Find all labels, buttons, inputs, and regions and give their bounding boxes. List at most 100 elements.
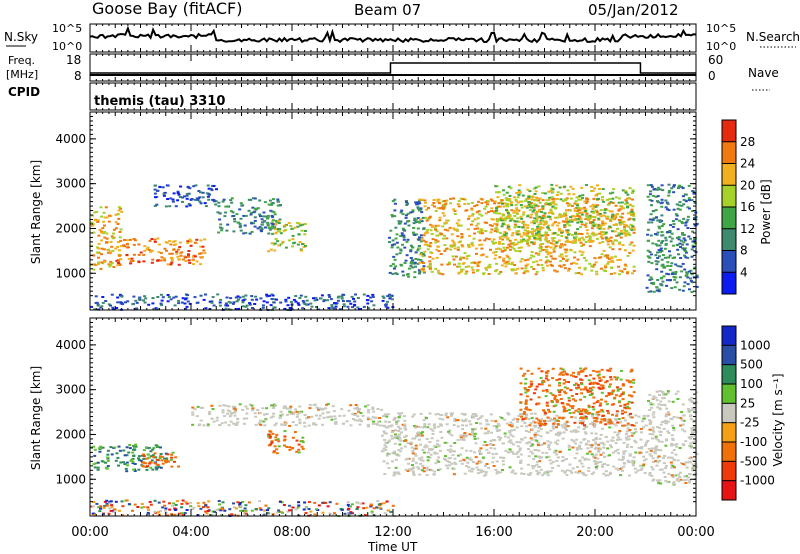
data-cell [438,219,442,222]
data-cell [563,243,567,246]
data-cell [541,199,545,202]
data-cell [538,208,542,211]
data-cell [272,198,275,201]
data-cell [495,472,499,475]
data-cell [651,437,654,440]
data-cell [262,300,266,303]
data-cell [387,425,391,428]
data-cell [475,204,479,207]
data-cell [192,263,196,266]
data-cell [107,248,111,251]
data-cell [515,212,519,215]
data-cell [560,230,564,233]
data-cell [415,233,419,236]
data-cell [566,189,570,192]
data-cell [531,228,534,230]
data-cell [578,266,581,269]
data-cell [423,199,427,202]
data-cell [160,459,164,462]
data-cell [149,503,153,506]
data-cell [275,433,279,436]
data-cell [134,443,137,446]
data-cell [528,408,532,411]
data-cell [512,428,516,431]
data-cell [189,244,193,247]
data-cell [648,256,652,259]
data-cell [602,376,606,379]
data-cell [579,378,583,381]
data-cell [542,409,545,412]
data-cell [672,427,676,429]
data-cell [480,243,484,246]
data-cell [453,247,457,250]
data-cell [163,504,167,507]
data-cell [411,459,415,462]
data-cell [467,202,471,205]
data-cell [681,479,685,482]
data-cell [572,398,576,401]
data-cell [153,192,157,195]
data-cell [187,259,191,262]
data-cell [555,194,559,196]
data-cell [613,230,617,233]
data-cell [445,423,449,426]
data-cell [642,463,646,466]
data-cell [261,407,265,410]
data-cell [541,214,545,217]
data-cell [262,413,266,416]
data-cell [558,432,561,435]
data-cell [273,242,277,245]
data-cell [488,224,492,227]
data-cell [666,231,670,233]
data-cell [508,466,512,469]
data-cell [603,462,607,465]
data-cell [169,298,173,301]
data-cell [639,428,643,430]
data-cell [681,195,685,198]
data-cell [384,446,388,449]
data-cell [497,247,501,250]
data-cell [370,512,374,515]
data-cell [587,469,591,472]
data-cell [671,273,674,276]
data-cell [563,226,567,229]
data-cell [281,413,285,416]
data-cell [206,506,210,509]
data-cell [649,190,653,193]
data-cell [606,369,610,372]
data-cell [607,394,611,396]
data-cell [207,198,211,201]
data-cell [210,189,214,192]
data-cell [242,214,246,217]
data-cell [559,253,563,256]
data-cell [570,416,574,419]
data-cell [304,295,308,298]
data-cell [476,468,480,471]
data-cell [289,405,293,408]
data-cell [433,205,436,208]
data-cell [577,272,581,274]
data-cell [509,439,513,442]
data-cell [588,217,592,220]
data-cell [209,514,213,517]
data-cell [484,473,488,476]
data-cell [221,501,225,504]
data-cell [233,411,237,414]
data-cell [455,419,459,422]
data-cell [610,256,614,259]
data-cell [550,196,554,199]
data-cell [118,263,122,266]
data-cell [644,424,648,427]
data-cell [327,294,331,296]
data-cell [293,241,297,244]
data-cell [480,214,484,217]
data-cell [155,203,159,206]
data-cell [266,214,270,217]
data-cell [578,194,582,197]
data-cell [666,202,670,205]
data-cell [534,449,538,452]
data-cell [590,453,594,456]
data-cell [648,433,652,436]
data-cell [598,212,602,215]
data-cell [679,265,683,268]
